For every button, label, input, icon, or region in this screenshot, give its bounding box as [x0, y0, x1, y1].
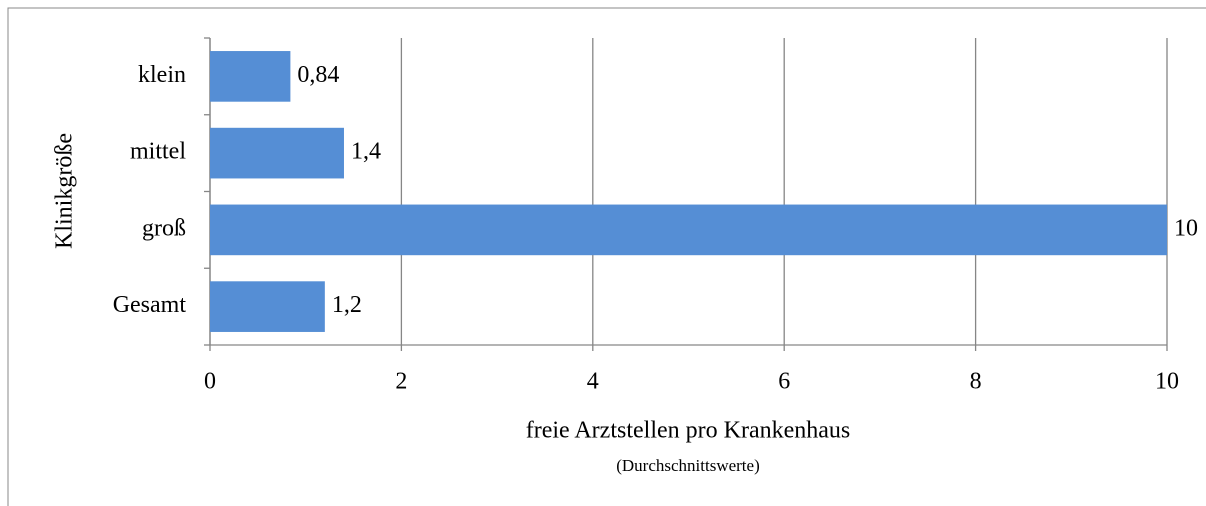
y-tick-label: mittel: [130, 139, 186, 165]
bar: [210, 51, 291, 102]
bar: [210, 127, 344, 179]
value-label: 0,84: [297, 62, 339, 88]
bar: [210, 281, 325, 332]
x-tick-label: 6: [778, 369, 790, 395]
bar: [210, 204, 1167, 256]
value-label: 10: [1174, 215, 1198, 241]
value-label: 1,4: [351, 139, 381, 165]
value-label: 1,2: [332, 292, 362, 318]
x-tick-label: 0: [204, 369, 216, 395]
y-tick-label: klein: [138, 62, 186, 88]
y-tick-label: groß: [142, 215, 186, 241]
x-axis-note: (Durchschnittswerte): [616, 456, 760, 475]
x-tick-label: 8: [970, 369, 982, 395]
x-tick-label: 4: [587, 369, 599, 395]
y-tick-label: Gesamt: [113, 292, 187, 318]
x-tick-label: 2: [395, 369, 407, 395]
y-axis-label: Klinikgröße: [52, 133, 78, 249]
frame: [7, 7, 1206, 506]
x-axis-label: freie Arztstellen pro Krankenhaus: [526, 418, 851, 444]
x-tick-label: 10: [1155, 369, 1179, 395]
